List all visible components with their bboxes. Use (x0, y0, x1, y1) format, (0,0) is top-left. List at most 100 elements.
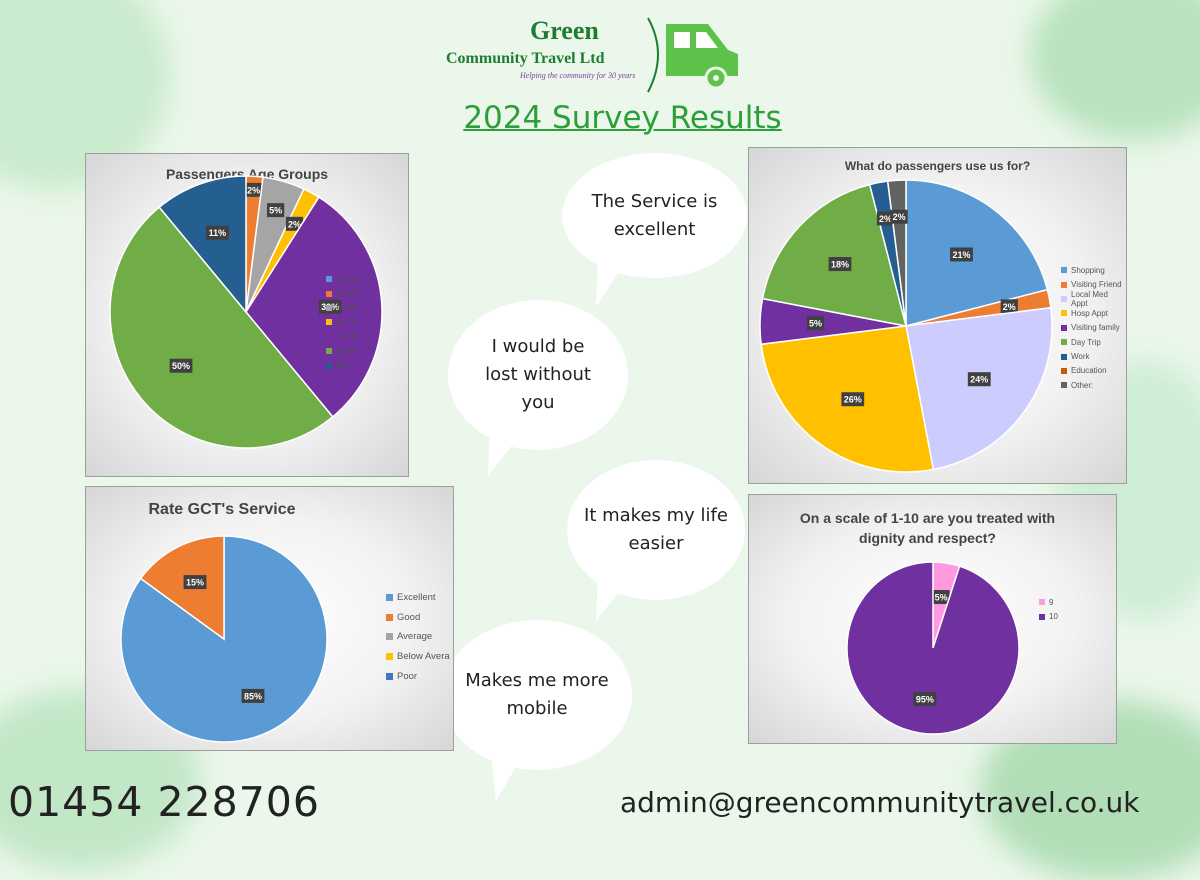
legend-label: Day Trip (1071, 337, 1101, 347)
legend-item: Average (386, 627, 450, 647)
quote-bubble-1: The Service is excellent (562, 153, 747, 278)
bubble-tail (596, 255, 630, 307)
legend-label: Local Med Appt (1071, 289, 1108, 308)
data-label: 2% (245, 182, 263, 197)
legend-item: 80-90 (326, 344, 356, 358)
legend-swatch (1061, 295, 1067, 302)
legend-item: 26-40 (326, 286, 356, 300)
chart-title: On a scale of 1-10 are you treated with … (799, 510, 1056, 546)
legend-label: 60-70 (336, 317, 357, 327)
legend-label: Good (397, 611, 421, 623)
legend-swatch (1039, 599, 1045, 606)
legend-item: 10 (1039, 609, 1058, 623)
legend-swatch (326, 362, 332, 369)
legend-label: 9 (1049, 597, 1054, 607)
legend-swatch (326, 290, 332, 297)
chart-title: What do passengers use us for? (844, 159, 1031, 173)
legend: 9 10 (1039, 595, 1058, 624)
pie-slice-good (139, 535, 225, 641)
background-blob (1030, 0, 1200, 140)
data-label: 18% (828, 257, 852, 272)
legend-item: 71-79 (326, 330, 356, 344)
bubble-tail (488, 420, 524, 476)
pie-age-groups: 2%5%2%30%50%11% (109, 175, 383, 449)
quote-bubble-2: I would be lost without you (448, 300, 628, 450)
legend-label: Visiting Friend (1071, 280, 1122, 290)
pie-slice-shopping (905, 179, 1049, 327)
legend-label: Work (1071, 352, 1090, 362)
legend-swatch (1061, 267, 1067, 274)
legend-item: Excellent (386, 588, 450, 608)
legend-label: 10 (1049, 612, 1058, 622)
legend-item: Day Trip (1061, 335, 1126, 349)
legend-item: Shopping (1061, 263, 1126, 277)
svg-text:2%: 2% (893, 212, 906, 222)
legend: Shopping Visiting Friend Local Med Appt Hos… (1061, 263, 1126, 393)
svg-text:24%: 24% (970, 375, 988, 385)
data-label: 2% (890, 209, 908, 224)
data-label: 15% (183, 575, 207, 590)
data-label: 5% (806, 316, 825, 331)
legend-label: Shopping (1071, 265, 1105, 275)
legend-label: 71-79 (336, 332, 357, 342)
legend-label: Education (1071, 366, 1107, 376)
company-logo: Green Community Travel Ltd Helping the c… (440, 16, 760, 102)
quote-text: It makes my life easier (584, 505, 728, 554)
legend-label: 26-40 (336, 289, 357, 299)
legend-swatch (1061, 281, 1067, 288)
pie-slice-80-90 (109, 206, 334, 449)
legend-item: 40-59 (326, 301, 356, 315)
phone-number: 01454 228706 (8, 778, 320, 826)
data-label: 21% (950, 247, 973, 262)
legend-item: 90+ (326, 358, 356, 372)
chart-title: Passengers Age Groups (165, 166, 329, 182)
pie-usage: 21%2%24%26%5%18%2% 2% (759, 179, 1053, 473)
legend-swatch (386, 594, 393, 602)
chart-title: Rate GCT's Service (148, 501, 296, 518)
legend-item: Visiting family (1061, 321, 1126, 335)
svg-text:18%: 18% (831, 260, 849, 270)
legend: 17-25 26-40 40-59 60-70 71-79 80-90 90+ (326, 272, 356, 373)
legend-swatch (386, 633, 393, 641)
pie-dignity: 5% 95% (846, 561, 1020, 735)
bubble-tail (490, 745, 524, 801)
legend-item: Education (1061, 364, 1126, 378)
data-label: 5% (932, 590, 950, 605)
data-label: 85% (241, 688, 265, 703)
svg-text:11%: 11% (209, 228, 227, 238)
logo-tagline: Helping the community for 30 years (520, 71, 636, 80)
legend-item: 17-25 (326, 272, 356, 286)
quote-text: The Service is excellent (591, 190, 718, 240)
logo-line2: Community Travel Ltd (446, 50, 605, 67)
legend-swatch (1061, 324, 1067, 331)
legend-item: Work (1061, 349, 1126, 363)
logo-line1: Green (530, 16, 599, 45)
legend-swatch (326, 333, 332, 340)
quote-bubble-4: Makes me more mobile (442, 620, 632, 770)
data-label: 5% (266, 203, 285, 218)
pie-rate-service: 85% 15% (120, 535, 328, 743)
legend-label: Hosp Appt (1071, 308, 1108, 318)
chart-age-groups: Passengers Age Groups 2%5%2%30%50%11% 17… (85, 153, 409, 477)
legend-swatch (1039, 613, 1045, 620)
svg-text:95%: 95% (916, 694, 934, 704)
chart-rate-service: Rate GCT's Service 85% 15% Excellent Good A… (85, 486, 454, 751)
pie-slice-day-trip (761, 183, 908, 327)
data-label: 24% (967, 372, 991, 387)
legend-item: Other: (1061, 378, 1126, 392)
legend-swatch (1061, 310, 1067, 317)
svg-text:5%: 5% (269, 206, 282, 216)
bubble-tail (596, 575, 632, 621)
data-label: 26% (841, 392, 865, 407)
pie-slice-10 (846, 561, 1020, 735)
legend-swatch (1061, 382, 1067, 389)
legend-label: Average (397, 631, 433, 643)
legend-item: Poor (386, 666, 450, 686)
quote-bubble-3: It makes my life easier (567, 460, 745, 600)
legend: Excellent Good Average Below Avera Poor (386, 588, 450, 686)
page-title: 2024 Survey Results (463, 100, 782, 136)
quote-text: Makes me more mobile (465, 670, 609, 719)
legend-label: Below Avera (397, 651, 450, 663)
chart-dignity: On a scale of 1-10 are you treated with … (748, 494, 1117, 744)
pie-slice-local-med-appt (905, 306, 1053, 471)
